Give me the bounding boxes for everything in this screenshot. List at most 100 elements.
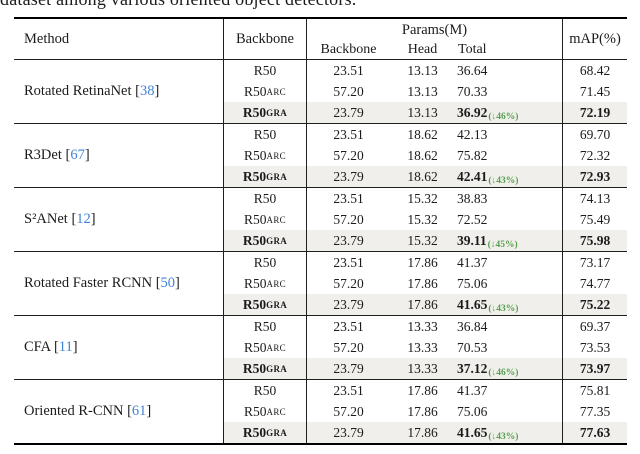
params-head-cell: 15.32	[407, 211, 438, 227]
params-head-cell: 13.13	[407, 104, 438, 120]
params-head-cell: 18.62	[407, 126, 438, 142]
subheader-params-backbone: Backbone	[320, 41, 377, 57]
column-header-params: Params(M)	[401, 21, 468, 38]
table-row: R50 23.51 17.86 41.37 73.17	[224, 252, 627, 273]
method-label: R3Det [67]	[24, 147, 90, 163]
params-total-cell: 75.06	[455, 401, 563, 422]
table-body: Rotated RetinaNet [38] R50 23.51 13.13 36.64…	[14, 60, 627, 443]
map-cell: 75.81	[579, 382, 611, 398]
total-value: 72.52	[457, 211, 488, 227]
backbone-name: R50	[253, 382, 277, 398]
backbone-cell: R50 ARC	[224, 401, 307, 422]
table-row: R50 23.51 18.62 42.13 69.70	[224, 124, 627, 145]
column-header-params-group: Params(M) Backbone Head Total	[307, 19, 563, 59]
table-row: R50 ARC 57.20 15.32 72.52 75.49	[224, 209, 627, 230]
params-total-cell: 72.52	[455, 209, 563, 230]
total-value: 41.37	[457, 254, 488, 270]
table-row: R50 GRA 23.79 17.86 41.65 (↓43%) 75.22	[224, 294, 627, 315]
params-head-cell: 17.86	[407, 254, 438, 270]
params-subheaders: Backbone Head Total	[307, 40, 562, 59]
citation-link[interactable]: 61	[131, 403, 147, 419]
params-backbone-cell: 23.79	[333, 296, 364, 312]
total-value: 36.92	[457, 104, 488, 120]
method-cell: CFA [11]	[14, 316, 224, 379]
params-total-cell: 36.64	[455, 60, 563, 81]
params-total-cell: 42.13	[455, 124, 563, 145]
group-rows: R50 23.51 13.33 36.84 69.37 R50 ARC 57.20 13.33 7…	[224, 316, 627, 379]
citation-link[interactable]: 12	[76, 211, 91, 227]
backbone-name: R50	[253, 62, 277, 78]
params-head-cell: 17.86	[407, 424, 438, 440]
map-cell: 69.37	[579, 318, 611, 334]
group-rows: R50 23.51 15.32 38.83 74.13 R50 ARC 57.20 15.32 7…	[224, 188, 627, 251]
map-cell: 69.70	[579, 126, 611, 142]
backbone-name: R50	[242, 360, 267, 376]
caption-clip: dataset among various oriented object de…	[0, 0, 640, 11]
params-head-cell: 18.62	[407, 168, 438, 184]
backbone-name: R50	[244, 339, 267, 355]
table-row: R50 ARC 57.20 13.33 70.53 73.53	[224, 337, 627, 358]
citation-link[interactable]: 50	[160, 275, 176, 291]
params-backbone-cell: 57.20	[333, 275, 364, 291]
method-cell: R3Det [67]	[14, 124, 224, 187]
backbone-cell: R50 GRA	[224, 358, 307, 379]
backbone-cell: R50 ARC	[224, 337, 307, 358]
params-total-cell: 39.11 (↓45%)	[455, 230, 563, 251]
method-group: Rotated Faster RCNN [50] R50 23.51 17.86 41.…	[14, 252, 627, 316]
params-head-cell: 17.86	[407, 275, 438, 291]
table-row: R50 GRA 23.79 15.32 39.11 (↓45%) 75.98	[224, 230, 627, 251]
method-label: Rotated RetinaNet [38]	[24, 83, 160, 99]
total-value: 42.13	[457, 126, 488, 142]
params-backbone-cell: 57.20	[333, 403, 364, 419]
total-value: 41.37	[457, 382, 488, 398]
group-rows: R50 23.51 17.86 41.37 73.17 R50 ARC 57.20 17.86 7…	[224, 252, 627, 315]
map-cell: 75.98	[579, 232, 611, 248]
params-head-cell: 15.32	[407, 232, 438, 248]
total-value: 75.06	[457, 403, 488, 419]
params-total-cell: 41.65 (↓43%)	[455, 294, 563, 315]
table-row: R50 GRA 23.79 17.86 41.65 (↓43%) 77.63	[224, 422, 627, 443]
params-total-cell: 70.33	[455, 81, 563, 102]
map-cell: 72.19	[579, 104, 611, 120]
backbone-name: R50	[253, 254, 277, 270]
backbone-cell: R50 ARC	[224, 209, 307, 230]
params-head-cell: 13.33	[407, 318, 438, 334]
table-row: R50 GRA 23.79 13.33 37.12 (↓46%) 73.97	[224, 358, 627, 379]
backbone-name: R50	[244, 211, 267, 227]
citation-link[interactable]: 67	[70, 147, 85, 163]
params-head-cell: 13.13	[407, 83, 438, 99]
total-value: 41.65	[457, 296, 488, 312]
params-backbone-cell: 57.20	[333, 83, 364, 99]
params-backbone-cell: 23.51	[333, 254, 364, 270]
params-total-cell: 41.37	[455, 252, 563, 273]
backbone-name: R50	[253, 190, 277, 206]
table-row: R50 23.51 13.13 36.64 68.42	[224, 60, 627, 81]
column-header-method: Method	[14, 19, 224, 59]
method-group: R3Det [67] R50 23.51 18.62 42.13 69.70 R50 ARC 5…	[14, 124, 627, 188]
backbone-name: R50	[242, 168, 267, 184]
table-header-row: Method Backbone Params(M) Backbone Head …	[14, 19, 627, 60]
backbone-cell: R50	[224, 316, 307, 337]
total-value: 70.53	[457, 339, 488, 355]
method-group: CFA [11] R50 23.51 13.33 36.84 69.37 R50 ARC 57.…	[14, 316, 627, 380]
params-head-cell: 18.62	[407, 147, 438, 163]
subheader-params-head: Head	[407, 41, 438, 57]
params-head-cell: 13.33	[407, 360, 438, 376]
backbone-cell: R50 GRA	[224, 294, 307, 315]
table-row: R50 ARC 57.20 13.13 70.33 71.45	[224, 81, 627, 102]
map-cell: 77.63	[579, 424, 611, 440]
backbone-cell: R50	[224, 252, 307, 273]
total-value: 39.11	[457, 232, 487, 248]
backbone-cell: R50 ARC	[224, 273, 307, 294]
backbone-cell: R50	[224, 124, 307, 145]
backbone-name: R50	[242, 296, 267, 312]
column-header-map: mAP(%)	[569, 30, 621, 47]
total-value: 41.65	[457, 424, 488, 440]
params-total-cell: 38.83	[455, 188, 563, 209]
params-total-cell: 75.82	[455, 145, 563, 166]
param-reduction-badge: (↓46%)	[488, 111, 519, 122]
citation-link[interactable]: 11	[58, 339, 73, 355]
citation-link[interactable]: 38	[139, 83, 155, 99]
params-head-cell: 13.13	[407, 62, 438, 78]
backbone-cell: R50 GRA	[224, 422, 307, 443]
